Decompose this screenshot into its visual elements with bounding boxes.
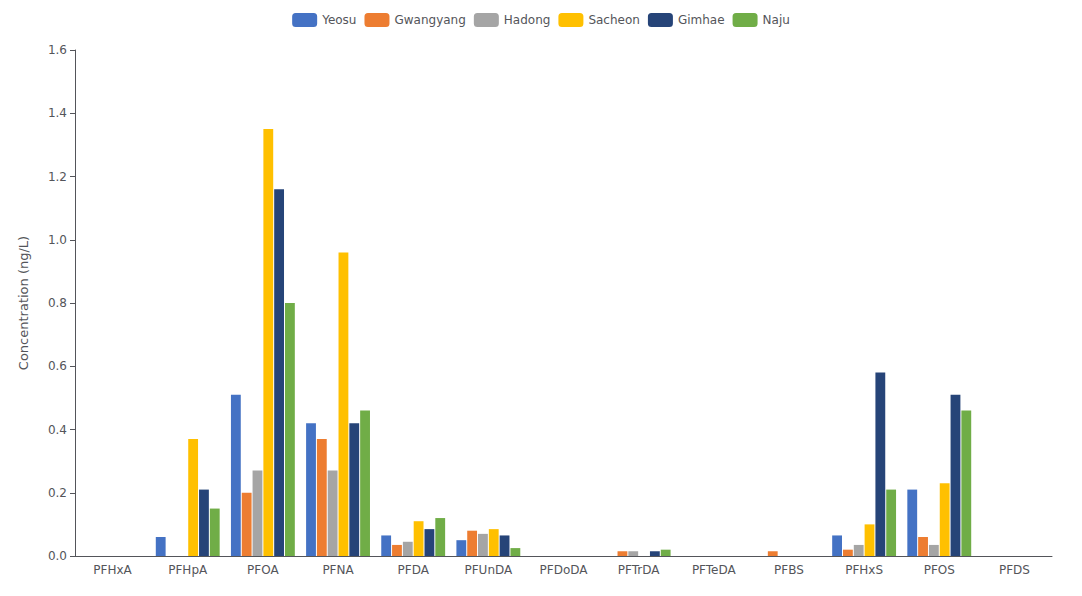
svg-text:Naju: Naju [763,13,790,27]
svg-text:PFOA: PFOA [247,563,279,577]
svg-text:0.8: 0.8 [48,296,67,310]
svg-text:PFUnDA: PFUnDA [464,563,513,577]
svg-text:PFTrDA: PFTrDA [618,563,660,577]
svg-text:PFDA: PFDA [397,563,429,577]
svg-text:0.0: 0.0 [48,549,67,563]
svg-text:1.2: 1.2 [48,170,67,184]
svg-text:0.6: 0.6 [48,359,67,373]
svg-text:PFBS: PFBS [774,563,804,577]
svg-text:Gwangyang: Gwangyang [394,13,465,27]
svg-text:Sacheon: Sacheon [588,13,640,27]
svg-text:Hadong: Hadong [504,13,551,27]
svg-text:1.4: 1.4 [48,106,67,120]
svg-text:Concentration (ng/L): Concentration (ng/L) [16,236,31,370]
svg-text:0.4: 0.4 [48,423,67,437]
svg-text:PFDS: PFDS [999,563,1030,577]
svg-text:PFHpA: PFHpA [168,563,208,577]
svg-text:PFHxA: PFHxA [93,563,132,577]
svg-text:PFTeDA: PFTeDA [692,563,737,577]
svg-text:PFHxS: PFHxS [845,563,883,577]
svg-text:0.2: 0.2 [48,486,67,500]
svg-text:Gimhae: Gimhae [678,13,725,27]
svg-text:PFNA: PFNA [322,563,354,577]
svg-text:1.0: 1.0 [48,233,67,247]
svg-text:1.6: 1.6 [48,43,67,57]
svg-text:PFOS: PFOS [924,563,955,577]
svg-text:Yeosu: Yeosu [321,13,356,27]
svg-text:PFDoDA: PFDoDA [540,563,589,577]
